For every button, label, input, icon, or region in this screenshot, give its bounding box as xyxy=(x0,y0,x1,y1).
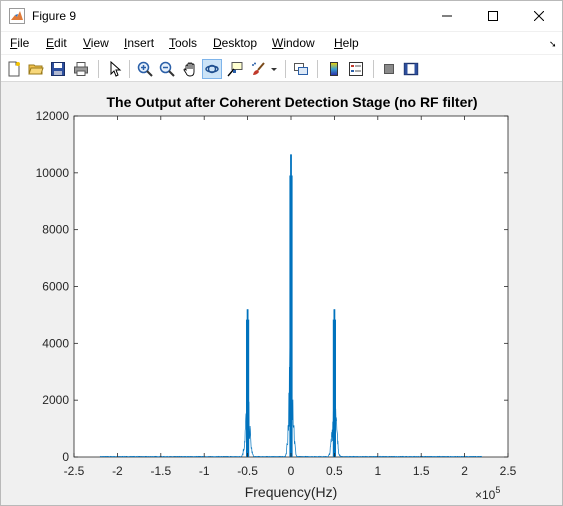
y-tick-label: 12000 xyxy=(36,109,70,123)
zoom-out-icon xyxy=(159,61,175,77)
x-exponent-base: ×10 xyxy=(475,488,496,502)
zoom-out-button[interactable] xyxy=(157,59,177,79)
y-tick-label: 2000 xyxy=(42,393,69,407)
show-plot-tools-icon xyxy=(403,62,419,76)
zoom-in-button[interactable] xyxy=(135,59,155,79)
y-axis-ticks: 0 2000 4000 6000 8000 10000 12000 xyxy=(36,109,508,464)
x-exponent-label: ×105 xyxy=(475,485,500,502)
x-tick-label: 2 xyxy=(461,464,468,478)
x-tick-label: 0.5 xyxy=(326,464,343,478)
data-cursor-icon xyxy=(227,62,243,77)
x-tick-label: -2 xyxy=(112,464,123,478)
brush-icon xyxy=(252,62,265,75)
brush-button[interactable] xyxy=(248,59,268,79)
x-tick-label: 1.5 xyxy=(413,464,430,478)
x-tick-label: -1.5 xyxy=(150,464,171,478)
title-bar[interactable]: Figure 9 xyxy=(1,1,562,31)
rotate-3d-icon xyxy=(205,64,219,74)
print-icon xyxy=(74,62,88,76)
y-tick-label: 6000 xyxy=(42,280,69,294)
figure-toolbar xyxy=(1,55,562,82)
axes[interactable]: The Output after Coherent Detection Stag… xyxy=(0,82,561,504)
save-icon xyxy=(51,62,65,76)
brush-dropdown-button[interactable] xyxy=(269,59,279,79)
menu-view[interactable]: View xyxy=(83,36,109,50)
chart-title: The Output after Coherent Detection Stag… xyxy=(106,94,477,110)
x-tick-label: -0.5 xyxy=(237,464,258,478)
close-button[interactable] xyxy=(516,1,562,31)
menu-insert[interactable]: Insert xyxy=(124,36,155,50)
x-axis-ticks: -2.5 -2 -1.5 -1 -0.5 0 0.5 1 1.5 2 2.5 xyxy=(64,116,517,478)
y-tick-label: 4000 xyxy=(42,336,69,350)
close-icon xyxy=(534,11,544,21)
toolbar-separator xyxy=(98,60,99,78)
toolbar-separator xyxy=(129,60,130,78)
signal-series xyxy=(99,154,482,458)
save-button[interactable] xyxy=(48,59,68,79)
new-figure-icon xyxy=(8,61,20,77)
matlab-logo-icon xyxy=(9,8,25,24)
data-cursor-button[interactable] xyxy=(225,59,245,79)
new-figure-button[interactable] xyxy=(4,59,24,79)
minimize-icon xyxy=(442,15,452,17)
x-tick-label: 2.5 xyxy=(500,464,517,478)
colorbar-icon xyxy=(330,62,338,76)
y-tick-label: 8000 xyxy=(42,223,69,237)
colorbar-button[interactable] xyxy=(324,59,344,79)
zoom-in-icon xyxy=(137,61,153,77)
x-axis-label: Frequency(Hz) xyxy=(245,484,338,500)
link-plot-button[interactable] xyxy=(291,59,311,79)
menu-help[interactable]: Help xyxy=(334,36,359,50)
pointer-icon xyxy=(110,61,122,77)
hide-plot-tools-icon xyxy=(384,64,394,74)
menu-desktop[interactable]: Desktop xyxy=(213,36,258,50)
brush-dropdown-icon xyxy=(271,68,277,71)
pan-icon xyxy=(183,62,195,77)
toolbar-separator xyxy=(285,60,286,78)
menu-edit[interactable]: Edit xyxy=(46,36,67,50)
toolbar-separator xyxy=(317,60,318,78)
x-exponent-power: 5 xyxy=(495,485,500,495)
menu-window[interactable]: Window xyxy=(272,36,315,50)
legend-button[interactable] xyxy=(346,59,366,79)
menu-tools[interactable]: Tools xyxy=(169,36,198,50)
legend-icon xyxy=(349,62,363,76)
maximize-button[interactable] xyxy=(470,1,516,31)
open-file-button[interactable] xyxy=(26,59,46,79)
print-button[interactable] xyxy=(71,59,91,79)
y-tick-label: 0 xyxy=(62,450,69,464)
open-file-icon xyxy=(28,64,44,75)
maximize-icon xyxy=(488,11,498,21)
x-tick-label: 0 xyxy=(288,464,295,478)
toolbar-separator xyxy=(373,60,374,78)
minimize-button[interactable] xyxy=(424,1,470,31)
x-tick-label: 1 xyxy=(374,464,381,478)
menu-bar: File Edit View Insert Tools Desktop Wind… xyxy=(1,32,562,54)
hide-plot-tools-button[interactable] xyxy=(379,59,399,79)
x-tick-label: -2.5 xyxy=(64,464,85,478)
y-tick-label: 10000 xyxy=(36,166,70,180)
rotate-3d-button[interactable] xyxy=(202,59,222,79)
link-plot-icon xyxy=(294,63,308,75)
window-title: Figure 9 xyxy=(32,9,77,23)
menu-dock-arrow-icon[interactable]: ➘ xyxy=(549,39,557,49)
show-plot-tools-button[interactable] xyxy=(401,59,421,79)
x-tick-label: -1 xyxy=(199,464,210,478)
pointer-button[interactable] xyxy=(105,59,125,79)
pan-button[interactable] xyxy=(180,59,200,79)
menu-file[interactable]: File xyxy=(10,36,30,50)
